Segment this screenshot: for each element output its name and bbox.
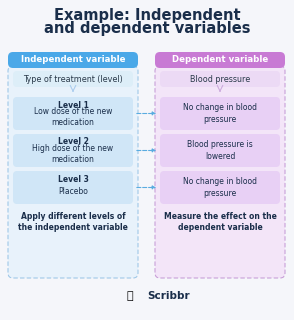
Text: Blood pressure is
lowered: Blood pressure is lowered xyxy=(187,140,253,161)
FancyBboxPatch shape xyxy=(160,171,280,204)
Text: Placebo: Placebo xyxy=(58,187,88,196)
Text: Type of treatment (level): Type of treatment (level) xyxy=(23,75,123,84)
Text: Level 3: Level 3 xyxy=(58,174,88,183)
FancyBboxPatch shape xyxy=(13,134,133,167)
FancyBboxPatch shape xyxy=(155,66,285,278)
Text: Blood pressure: Blood pressure xyxy=(190,75,250,84)
FancyBboxPatch shape xyxy=(8,66,138,278)
Text: High dose of the new
medication: High dose of the new medication xyxy=(32,144,113,164)
Text: Level 1: Level 1 xyxy=(58,100,88,109)
FancyBboxPatch shape xyxy=(160,71,280,87)
Text: No change in blood
pressure: No change in blood pressure xyxy=(183,103,257,124)
Text: 🎓: 🎓 xyxy=(127,291,133,301)
Text: and dependent variables: and dependent variables xyxy=(44,21,250,36)
FancyBboxPatch shape xyxy=(160,134,280,167)
Text: Independent variable: Independent variable xyxy=(21,55,125,65)
FancyBboxPatch shape xyxy=(13,71,133,87)
FancyBboxPatch shape xyxy=(155,52,285,68)
Text: Example: Independent: Example: Independent xyxy=(54,8,240,23)
Text: Dependent variable: Dependent variable xyxy=(172,55,268,65)
FancyBboxPatch shape xyxy=(8,52,138,68)
Text: Low dose of the new
medication: Low dose of the new medication xyxy=(34,107,112,127)
Text: No change in blood
pressure: No change in blood pressure xyxy=(183,178,257,197)
FancyBboxPatch shape xyxy=(13,97,133,130)
FancyBboxPatch shape xyxy=(160,97,280,130)
Text: Level 2: Level 2 xyxy=(58,138,88,147)
Text: Measure the effect on the
dependent variable: Measure the effect on the dependent vari… xyxy=(163,212,276,232)
Text: Apply different levels of
the independent variable: Apply different levels of the independen… xyxy=(18,212,128,232)
FancyBboxPatch shape xyxy=(13,171,133,204)
Text: Scribbr: Scribbr xyxy=(147,291,190,301)
